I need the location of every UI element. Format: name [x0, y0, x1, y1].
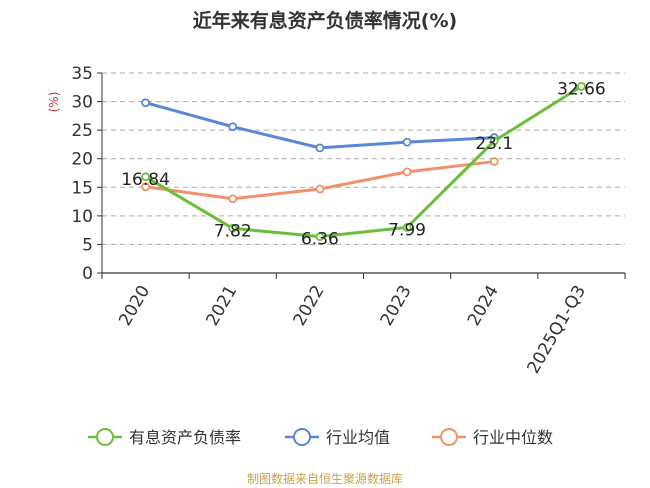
legend-marker [440, 428, 458, 446]
data-point [315, 143, 325, 153]
y-tick-label: 20 [71, 150, 93, 170]
data-point [315, 184, 325, 194]
legend-item[interactable]: 行业中位数 [432, 428, 553, 447]
legend-marker [293, 428, 311, 446]
x-tick-label: 2024 [464, 282, 503, 329]
grid-lines [102, 72, 625, 245]
data-point [402, 222, 412, 232]
data-point [228, 223, 238, 233]
x-tick-label: 2025Q1-Q3 [524, 282, 591, 377]
data-point [402, 137, 412, 147]
data-label: 23.1 [475, 134, 513, 154]
x-tick-label: 2023 [377, 282, 416, 329]
data-label: 7.82 [214, 221, 252, 241]
legend-label: 行业中位数 [473, 428, 553, 447]
x-tick-label: 2021 [202, 282, 241, 329]
y-tick-label: 25 [71, 121, 93, 141]
chart-title: 近年来有息资产负债率情况(%) [193, 9, 457, 32]
y-tick-label: 5 [82, 235, 93, 255]
data-point [228, 194, 238, 204]
legend-item[interactable]: 行业均值 [285, 428, 390, 447]
axes [97, 72, 626, 279]
data-point [577, 81, 586, 91]
data-point [141, 182, 150, 192]
data-point [141, 98, 150, 108]
y-tick-label: 35 [71, 64, 93, 84]
y-tick-labels: 0 5 10 15 20 25 30 35 [71, 64, 93, 284]
data-point [228, 122, 238, 132]
data-label: 16.84 [121, 170, 170, 190]
legend-label: 行业均值 [326, 428, 390, 447]
series-line [144, 85, 583, 239]
y-tick-label: 0 [82, 264, 93, 284]
legend-marker [96, 428, 114, 446]
series-line [145, 101, 495, 150]
legend-item[interactable]: 有息资产负债率 [88, 428, 241, 447]
x-tick-labels: 2020 2021 2022 2023 2024 2025Q1-Q3 [115, 282, 590, 377]
data-labels: 16.84 7.82 6.36 7.99 23.1 32.66 [121, 79, 606, 249]
data-point [141, 172, 150, 182]
data-point [489, 136, 499, 146]
y-tick-label: 15 [71, 178, 93, 198]
y-tick-label: 30 [71, 93, 93, 113]
data-point [489, 157, 499, 166]
x-tick-label: 2022 [290, 282, 329, 329]
x-tick-label: 2020 [115, 282, 154, 329]
series-layer [141, 81, 586, 242]
data-point [402, 167, 412, 177]
legend[interactable]: 有息资产负债率 行业均值 行业中位数 [88, 428, 553, 447]
y-axis-unit: (%) [47, 92, 61, 113]
source-note: 制图数据来自恒生聚源数据库 [247, 471, 403, 486]
data-label: 32.66 [557, 79, 606, 99]
y-tick-label: 10 [71, 207, 93, 227]
legend-label: 有息资产负债率 [129, 428, 241, 447]
data-label: 6.36 [301, 230, 339, 250]
data-point [315, 232, 325, 242]
data-label: 7.99 [388, 220, 426, 240]
